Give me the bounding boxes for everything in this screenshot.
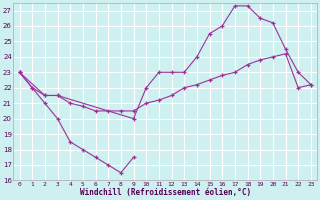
X-axis label: Windchill (Refroidissement éolien,°C): Windchill (Refroidissement éolien,°C)	[80, 188, 251, 197]
